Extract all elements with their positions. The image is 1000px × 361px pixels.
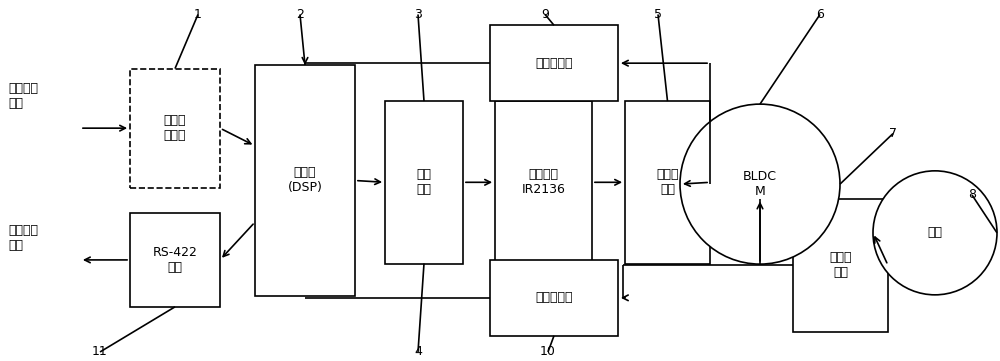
Text: 10: 10 [540, 345, 556, 358]
FancyBboxPatch shape [625, 101, 710, 264]
Text: 信号调
理电路: 信号调 理电路 [164, 114, 186, 142]
Text: 舵面位置
反馈: 舵面位置 反馈 [8, 224, 38, 252]
Text: 8: 8 [968, 188, 976, 201]
FancyBboxPatch shape [385, 101, 463, 264]
Text: RS-422
通信: RS-422 通信 [153, 246, 197, 274]
FancyBboxPatch shape [255, 65, 355, 296]
FancyBboxPatch shape [490, 25, 618, 101]
FancyBboxPatch shape [495, 101, 592, 264]
Ellipse shape [680, 104, 840, 264]
Text: 舵面位置
给定: 舵面位置 给定 [8, 82, 38, 110]
Ellipse shape [873, 171, 997, 295]
Text: 传动齿
轮组: 传动齿 轮组 [829, 251, 852, 279]
Text: 控制器
(DSP): 控制器 (DSP) [288, 166, 322, 195]
Text: 主功率
电路: 主功率 电路 [656, 168, 679, 196]
Text: 驱动电路
IR2136: 驱动电路 IR2136 [522, 168, 565, 196]
FancyBboxPatch shape [130, 69, 220, 188]
Text: 9: 9 [541, 8, 549, 21]
Text: 位置传感器: 位置传感器 [535, 291, 573, 304]
FancyBboxPatch shape [793, 199, 888, 332]
FancyBboxPatch shape [490, 260, 618, 336]
Text: 11: 11 [92, 345, 108, 358]
Text: 1: 1 [194, 8, 202, 21]
Text: 4: 4 [414, 345, 422, 358]
Text: 3: 3 [414, 8, 422, 21]
Text: 2: 2 [296, 8, 304, 21]
Text: 7: 7 [889, 127, 897, 140]
Text: 数字
隔离: 数字 隔离 [416, 168, 432, 196]
FancyBboxPatch shape [130, 213, 220, 307]
Text: 电流传感器: 电流传感器 [535, 57, 573, 70]
Text: 6: 6 [816, 8, 824, 21]
Text: 5: 5 [654, 8, 662, 21]
Text: BLDC
M: BLDC M [743, 170, 777, 198]
Text: 舵面: 舵面 [928, 226, 942, 239]
